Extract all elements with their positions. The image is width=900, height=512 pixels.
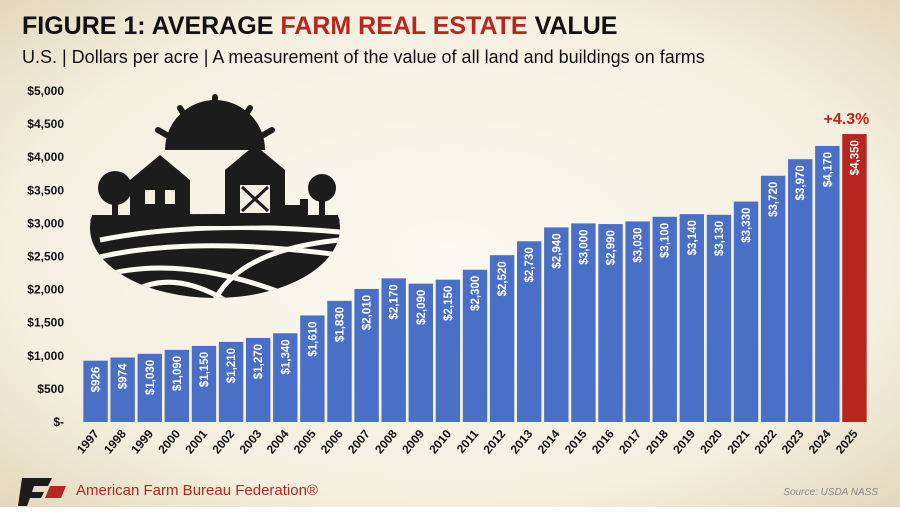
value-label: $2,520 — [497, 261, 509, 296]
value-label: $1,340 — [280, 339, 292, 374]
value-label: $3,000 — [578, 229, 590, 264]
value-label: $2,010 — [362, 295, 374, 330]
bar — [164, 349, 190, 422]
bar — [381, 278, 406, 422]
title-part: FIGURE 1: AVERAGE — [22, 12, 273, 40]
value-label: $3,970 — [795, 165, 807, 200]
bar — [218, 341, 244, 422]
y-tick-label: $500 — [37, 382, 64, 396]
bar — [544, 227, 569, 422]
value-label: $1,210 — [226, 348, 238, 383]
y-tick-label: $2,000 — [27, 283, 64, 297]
value-label: $926 — [91, 367, 103, 393]
value-label: $4,350 — [849, 140, 861, 175]
y-tick-label: $5,000 — [27, 84, 64, 98]
bar — [462, 269, 488, 422]
y-tick-label: $3,500 — [27, 183, 64, 197]
bar — [815, 145, 840, 423]
value-label: $3,130 — [714, 221, 726, 256]
value-label: $2,090 — [416, 290, 428, 325]
value-label: $4,170 — [822, 152, 834, 187]
bar — [760, 175, 786, 422]
value-label: $2,150 — [443, 286, 455, 321]
bar — [598, 224, 623, 422]
bar — [137, 353, 162, 422]
title-part: VALUE — [535, 12, 618, 40]
value-label: $2,730 — [524, 247, 536, 282]
footer: American Farm Bureau Federation® Source:… — [18, 478, 878, 506]
value-label: $1,830 — [334, 307, 346, 342]
y-tick-label: $1,500 — [27, 316, 64, 330]
value-label: $2,170 — [389, 284, 401, 319]
value-label: $3,720 — [768, 182, 780, 217]
bar — [83, 360, 108, 422]
y-tick-label: $2,500 — [27, 250, 64, 264]
logo — [45, 486, 66, 498]
y-tick-label: $4,000 — [27, 150, 64, 164]
chart-title: FIGURE 1: AVERAGE FARM REAL ESTATE VALUE — [22, 12, 617, 40]
bar — [489, 255, 515, 422]
y-tick-label: $4,500 — [27, 117, 64, 131]
bar — [327, 300, 352, 422]
bar — [110, 357, 135, 422]
value-label: $2,940 — [551, 233, 563, 268]
value-label: $1,150 — [199, 352, 211, 387]
bar — [245, 337, 271, 422]
y-tick-label: $3,000 — [27, 216, 64, 230]
value-label: $3,030 — [633, 227, 645, 262]
annotation: +4.3% — [824, 111, 870, 128]
bar — [679, 214, 705, 422]
logo — [18, 478, 52, 506]
bar — [571, 223, 596, 422]
value-label: $1,030 — [145, 360, 157, 395]
bar — [191, 345, 217, 422]
y-tick-label: $1,000 — [27, 349, 64, 363]
value-label: $2,300 — [470, 276, 482, 311]
bar — [273, 333, 298, 422]
value-label: $974 — [118, 363, 130, 389]
bar — [652, 216, 677, 422]
bar — [842, 134, 867, 422]
bar — [625, 221, 650, 422]
bar — [354, 288, 379, 422]
bar — [706, 214, 732, 422]
bar — [300, 315, 325, 422]
value-label: $3,330 — [741, 208, 753, 243]
value-label: $1,610 — [307, 321, 319, 356]
bar — [733, 201, 759, 422]
value-label: $2,990 — [606, 230, 618, 265]
value-label: $1,090 — [172, 356, 184, 391]
bar — [788, 159, 813, 422]
bar — [517, 241, 542, 422]
bar — [408, 283, 433, 422]
value-label: $3,140 — [687, 220, 699, 255]
bar — [435, 279, 461, 422]
subtitle: U.S. | Dollars per acre | A measurement … — [22, 47, 705, 67]
value-label: $1,270 — [253, 344, 265, 379]
organization: American Farm Bureau Federation® — [76, 482, 318, 499]
y-tick-label: $- — [53, 415, 64, 429]
title-part: FARM REAL ESTATE — [280, 12, 527, 40]
source: Source: USDA NASS — [783, 487, 878, 498]
value-label: $3,100 — [660, 223, 672, 258]
